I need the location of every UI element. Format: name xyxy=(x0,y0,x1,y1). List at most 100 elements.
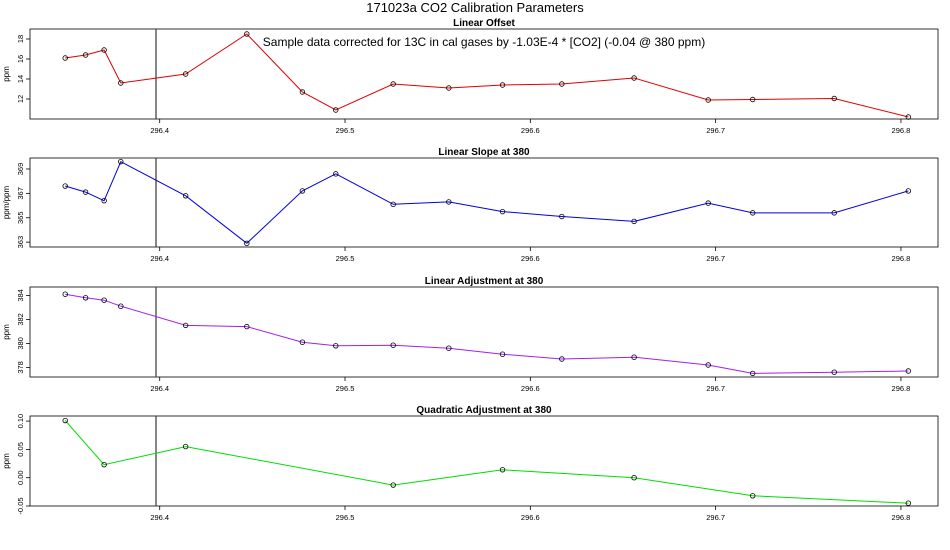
data-point xyxy=(749,96,756,103)
y-tick-label: 16 xyxy=(16,55,25,63)
y-tick-label: 382 xyxy=(16,313,25,326)
data-point xyxy=(446,345,452,351)
data-point xyxy=(831,95,837,102)
x-tick-label: 296.5 xyxy=(336,254,355,263)
data-point xyxy=(118,303,124,309)
x-tick-label: 296.6 xyxy=(521,513,540,522)
data-point xyxy=(62,55,68,61)
data-point xyxy=(390,482,396,488)
y-tick-label: 0.00 xyxy=(16,470,25,485)
data-point xyxy=(499,467,506,473)
data-point xyxy=(559,356,565,362)
data-point xyxy=(62,183,68,189)
panel-title: Linear Adjustment at 380 xyxy=(425,276,544,287)
data-point xyxy=(831,210,837,216)
data-point xyxy=(101,461,107,468)
y-tick-label: 369 xyxy=(16,163,25,176)
data-point xyxy=(244,323,250,330)
x-tick-label: 296.7 xyxy=(706,384,725,393)
panel-title: Linear Offset xyxy=(453,18,515,29)
chart-panels: Linear Offset ppm 296.4 296.5 296.6 296.7 296.… xyxy=(2,18,939,522)
data-point xyxy=(499,208,506,215)
y-tick-label: 18 xyxy=(16,35,25,43)
data-point xyxy=(446,199,452,205)
x-tick-label: 296.4 xyxy=(150,254,169,263)
data-point xyxy=(333,171,339,177)
data-point xyxy=(390,81,396,87)
plot-frame xyxy=(29,286,939,378)
data-point xyxy=(705,97,711,103)
data-point xyxy=(182,322,189,329)
x-tick-label: 296.8 xyxy=(892,513,911,522)
data-point xyxy=(82,189,89,195)
y-tick-label: 365 xyxy=(16,211,25,224)
chart-panel-4: Quadratic Adjustment at 380 ppm 296.4 296.5… xyxy=(2,405,939,522)
chart-panel-1: Linear Offset ppm 296.4 296.5 296.6 296.7 296.… xyxy=(2,18,939,135)
y-tick-label: 14 xyxy=(16,75,25,83)
plot-frame xyxy=(29,157,939,248)
data-point xyxy=(299,339,306,345)
data-point xyxy=(905,500,912,506)
x-tick-label: 296.6 xyxy=(521,126,540,135)
data-point xyxy=(82,52,89,58)
data-point xyxy=(705,200,711,206)
x-tick-label: 296.8 xyxy=(892,254,911,263)
series-line xyxy=(64,420,909,504)
series-line xyxy=(65,293,909,374)
x-tick-label: 296.7 xyxy=(706,254,725,263)
chart-panel-3: Linear Adjustment at 380 ppm 296.4 296.5 296… xyxy=(2,276,939,393)
y-axis-label: ppm/ppm xyxy=(2,185,11,219)
x-tick-label: 296.7 xyxy=(706,126,725,135)
x-tick-label: 296.5 xyxy=(336,513,355,522)
data-point xyxy=(62,417,68,424)
figure-title: 171023a CO2 Calibration Parameters xyxy=(366,0,584,15)
data-point xyxy=(631,474,637,481)
plot-frame xyxy=(29,28,939,120)
data-point xyxy=(62,291,68,297)
data-point xyxy=(559,213,565,220)
y-tick-label: 0.05 xyxy=(16,442,25,457)
data-point xyxy=(244,31,250,37)
series-line xyxy=(65,161,909,244)
data-point xyxy=(749,370,756,377)
x-tick-label: 296.5 xyxy=(336,384,355,393)
y-tick-label: 0.10 xyxy=(16,414,25,429)
data-point xyxy=(182,443,189,450)
data-point xyxy=(499,351,506,357)
x-tick-label: 296.7 xyxy=(706,513,725,522)
panel-title: Quadratic Adjustment at 380 xyxy=(416,405,552,416)
data-point xyxy=(631,75,637,81)
data-point xyxy=(559,81,565,87)
x-tick-label: 296.6 xyxy=(521,384,540,393)
data-point xyxy=(749,210,756,216)
data-point xyxy=(390,201,396,208)
chart-panel-2: Linear Slope at 380 ppm/ppm 296.4 296.5 296.… xyxy=(2,147,939,263)
y-tick-label: -0.05 xyxy=(16,497,25,514)
data-point xyxy=(631,354,637,360)
y-tick-label: 384 xyxy=(16,289,25,302)
data-point xyxy=(82,295,89,301)
y-tick-label: 380 xyxy=(16,337,25,350)
data-point xyxy=(705,362,711,368)
data-point xyxy=(499,82,506,88)
data-point xyxy=(631,218,637,225)
x-tick-label: 296.4 xyxy=(150,126,169,135)
data-point xyxy=(905,188,912,194)
series-line xyxy=(65,33,909,118)
y-tick-label: 363 xyxy=(16,236,25,249)
data-point xyxy=(101,297,107,303)
data-point xyxy=(905,368,912,374)
data-point xyxy=(299,89,306,95)
x-tick-label: 296.8 xyxy=(892,126,911,135)
data-point xyxy=(118,158,124,165)
plot-frame xyxy=(29,415,939,507)
y-axis-label: ppm xyxy=(2,453,11,469)
data-point xyxy=(244,240,250,247)
data-point xyxy=(446,85,452,91)
data-point xyxy=(831,369,837,375)
panel-title: Linear Slope at 380 xyxy=(438,147,530,158)
data-point xyxy=(749,493,756,499)
data-point xyxy=(182,71,189,77)
data-point xyxy=(182,193,189,199)
